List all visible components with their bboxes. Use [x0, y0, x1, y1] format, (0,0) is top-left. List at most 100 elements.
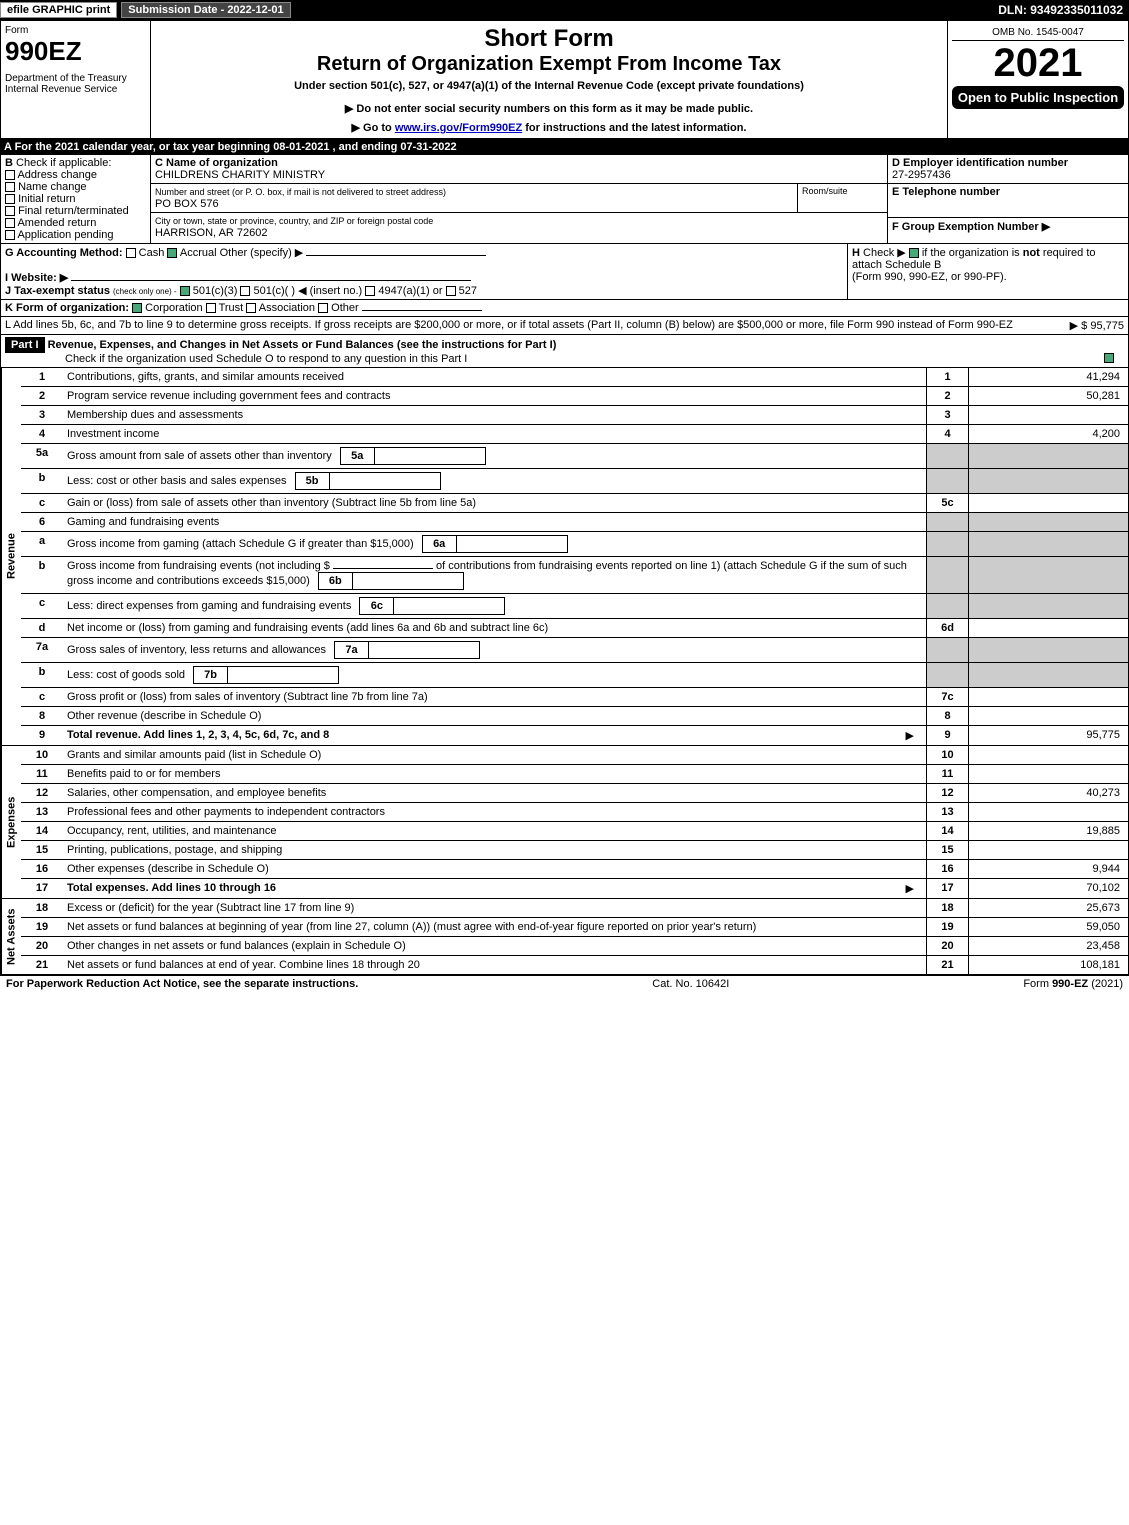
line-5c-desc: Gain or (loss) from sale of assets other…	[63, 494, 926, 512]
line-7c-val	[968, 688, 1128, 706]
ssn-note: ▶ Do not enter social security numbers o…	[155, 102, 943, 115]
part1-check-text: Check if the organization used Schedule …	[5, 353, 467, 365]
line-21-val: 108,181	[968, 956, 1128, 974]
line-5c-val	[968, 494, 1128, 512]
line-8-val	[968, 707, 1128, 725]
schedule-o-checkbox[interactable]	[1104, 353, 1114, 363]
initial-return-checkbox[interactable]	[5, 194, 15, 204]
b-check-text: Check if applicable:	[16, 157, 111, 169]
assoc-checkbox[interactable]	[246, 303, 256, 313]
line-4-desc: Investment income	[63, 425, 926, 443]
org-name: CHILDRENS CHARITY MINISTRY	[155, 169, 325, 181]
line-5b-subval	[330, 473, 440, 489]
line-18-val: 25,673	[968, 899, 1128, 917]
line-16-val: 9,944	[968, 860, 1128, 878]
name-change-checkbox[interactable]	[5, 182, 15, 192]
amended-checkbox[interactable]	[5, 218, 15, 228]
cash-label: Cash	[139, 247, 165, 259]
501c-checkbox[interactable]	[240, 286, 250, 296]
footer-mid: Cat. No. 10642I	[652, 978, 729, 990]
corp-checkbox[interactable]	[132, 303, 142, 313]
footer-left: For Paperwork Reduction Act Notice, see …	[6, 978, 358, 990]
efile-print-button[interactable]: efile GRAPHIC print	[0, 2, 117, 18]
open-inspection-badge: Open to Public Inspection	[952, 86, 1124, 109]
line-7b-desc: Less: cost of goods sold	[67, 669, 185, 681]
line-4-val: 4,200	[968, 425, 1128, 443]
trust-checkbox[interactable]	[206, 303, 216, 313]
street-value: PO BOX 576	[155, 198, 219, 210]
line-13-desc: Professional fees and other payments to …	[63, 803, 926, 821]
city-value: HARRISON, AR 72602	[155, 227, 268, 239]
tax-year: 2021	[952, 41, 1124, 86]
line-19-desc: Net assets or fund balances at beginning…	[63, 918, 926, 936]
submission-date-button[interactable]: Submission Date - 2022-12-01	[121, 2, 290, 18]
line-6d-val	[968, 619, 1128, 637]
line-6a-desc: Gross income from gaming (attach Schedul…	[67, 538, 414, 550]
f-label: F Group Exemption Number ▶	[892, 221, 1050, 233]
line-10-val	[968, 746, 1128, 764]
line-19-val: 59,050	[968, 918, 1128, 936]
irs-link[interactable]: www.irs.gov/Form990EZ	[395, 122, 522, 134]
irs-text: Internal Revenue Service	[5, 84, 146, 95]
j-sub: (check only one) -	[113, 287, 177, 296]
street-label: Number and street (or P. O. box, if mail…	[155, 187, 446, 197]
line-20-val: 23,458	[968, 937, 1128, 955]
gh-row: G Accounting Method: Cash Accrual Other …	[0, 244, 1129, 300]
line-6b-desc1: Gross income from fundraising events (no…	[67, 560, 330, 572]
line-17-desc: Total expenses. Add lines 10 through 16	[67, 882, 276, 894]
schedule-b-checkbox[interactable]	[909, 248, 919, 258]
line-2-desc: Program service revenue including govern…	[63, 387, 926, 405]
footer-right: Form 990-EZ (2021)	[1023, 978, 1123, 990]
line-6b-amount-input[interactable]	[333, 568, 433, 569]
omb-number: OMB No. 1545-0047	[952, 25, 1124, 41]
cash-checkbox[interactable]	[126, 248, 136, 258]
line-2-val: 50,281	[968, 387, 1128, 405]
line-17-val: 70,102	[968, 879, 1128, 898]
l-text: L Add lines 5b, 6c, and 7b to line 9 to …	[5, 319, 1013, 331]
website-input[interactable]	[71, 280, 471, 281]
501c-label: 501(c)( ) ◀ (insert no.)	[253, 285, 362, 297]
short-form-title: Short Form	[155, 25, 943, 53]
527-checkbox[interactable]	[446, 286, 456, 296]
k-row: K Form of organization: Corporation Trus…	[0, 300, 1129, 317]
b-label: B	[5, 157, 13, 169]
ein-value: 27-2957436	[892, 169, 951, 181]
line-6d-desc: Net income or (loss) from gaming and fun…	[63, 619, 926, 637]
line-9-arrow: ▶	[906, 729, 922, 742]
other-org-input[interactable]	[362, 310, 482, 311]
addr-change-checkbox[interactable]	[5, 170, 15, 180]
goto-pre: ▶ Go to	[352, 122, 395, 134]
assoc-label: Association	[259, 302, 315, 314]
line-6a-subval	[457, 536, 567, 552]
j-label: J Tax-exempt status	[5, 285, 110, 297]
line-15-desc: Printing, publications, postage, and shi…	[63, 841, 926, 859]
goto-note: ▶ Go to www.irs.gov/Form990EZ for instru…	[155, 121, 943, 134]
app-pending-checkbox[interactable]	[5, 230, 15, 240]
part1-heading: Revenue, Expenses, and Changes in Net As…	[48, 339, 557, 351]
i-label: I Website: ▶	[5, 272, 68, 284]
501c3-checkbox[interactable]	[180, 286, 190, 296]
d-label: D Employer identification number	[892, 157, 1068, 169]
bcdef-row: B Check if applicable: Address change Na…	[0, 155, 1129, 244]
line-3-desc: Membership dues and assessments	[63, 406, 926, 424]
corp-label: Corporation	[145, 302, 202, 314]
section-a: A For the 2021 calendar year, or tax yea…	[0, 139, 1129, 155]
goto-post: for instructions and the latest informat…	[522, 122, 746, 134]
amended-label: Amended return	[17, 217, 96, 229]
line-1-desc: Contributions, gifts, grants, and simila…	[63, 368, 926, 386]
line-10-desc: Grants and similar amounts paid (list in…	[63, 746, 926, 764]
line-7b-subval	[228, 667, 338, 683]
accrual-checkbox[interactable]	[167, 248, 177, 258]
top-bar: efile GRAPHIC print Submission Date - 20…	[0, 0, 1129, 20]
form-word: Form	[5, 25, 146, 36]
final-return-label: Final return/terminated	[18, 205, 129, 217]
initial-return-label: Initial return	[18, 193, 75, 205]
other-specify-input[interactable]	[306, 255, 486, 256]
line-5b-desc: Less: cost or other basis and sales expe…	[67, 475, 287, 487]
other-org-checkbox[interactable]	[318, 303, 328, 313]
final-return-checkbox[interactable]	[5, 206, 15, 216]
l-row: L Add lines 5b, 6c, and 7b to line 9 to …	[0, 317, 1129, 335]
under-section-text: Under section 501(c), 527, or 4947(a)(1)…	[155, 80, 943, 92]
4947-checkbox[interactable]	[365, 286, 375, 296]
revenue-side-label: Revenue	[1, 368, 21, 745]
